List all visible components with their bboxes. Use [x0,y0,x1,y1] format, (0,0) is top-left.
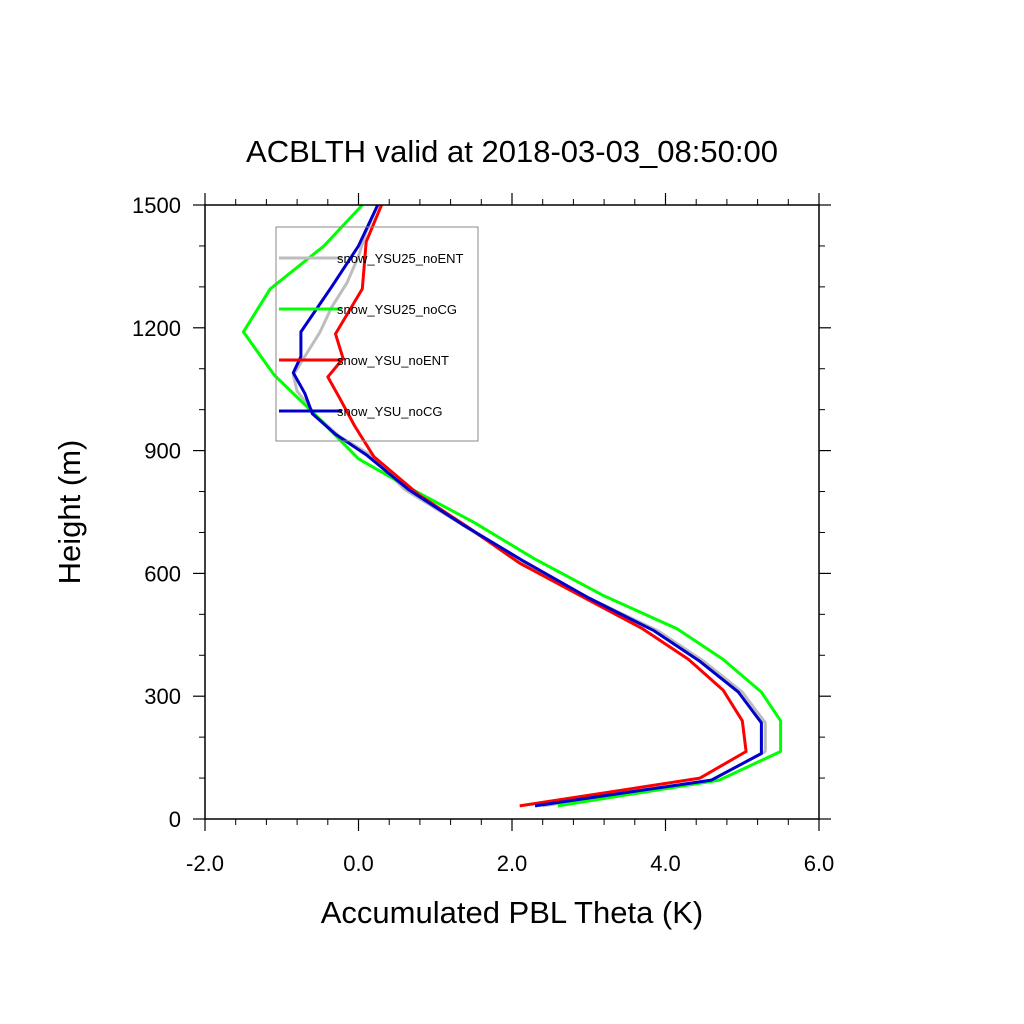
y-tick-label: 900 [144,439,181,464]
y-tick-label: 1500 [132,193,181,218]
legend-label: snow_YSU25_noCG [337,302,457,317]
legend: snow_YSU25_noENT snow_YSU25_noCG snow_YSU_… [275,226,479,442]
plot-area: -2.0 0.0 2.0 4.0 6.0 0 300 600 900 1200 1500 snow_… [132,193,834,876]
x-tick-label: 0.0 [343,851,374,876]
chart-title: ACBLTH valid at 2018-03-03_08:50:00 [246,134,778,169]
x-tick-label: 2.0 [497,851,528,876]
series-line-snow-ysu25-noent [291,204,767,808]
y-axis-label: Height (m) [52,440,87,585]
y-tick-label: 1200 [132,316,181,341]
ticks-layer: -2.0 0.0 2.0 4.0 6.0 0 300 600 900 1200 1500 [132,193,834,876]
series-line-snow-ysu25-nocg [241,203,783,808]
y-tick-label: 0 [169,807,181,832]
legend-label: snow_YSU_noENT [337,353,449,368]
x-axis-label: Accumulated PBL Theta (K) [321,895,704,930]
legend-label: snow_YSU_noCG [337,404,443,419]
y-tick-label: 300 [144,684,181,709]
y-tick-label: 600 [144,561,181,586]
legend-label: snow_YSU25_noENT [337,251,464,266]
legend-box [275,226,479,442]
series-layer [241,203,783,808]
x-tick-label: 6.0 [804,851,835,876]
x-tick-label: -2.0 [186,851,224,876]
series-line-snow-ysu-nocg [291,204,763,808]
x-tick-label: 4.0 [650,851,681,876]
